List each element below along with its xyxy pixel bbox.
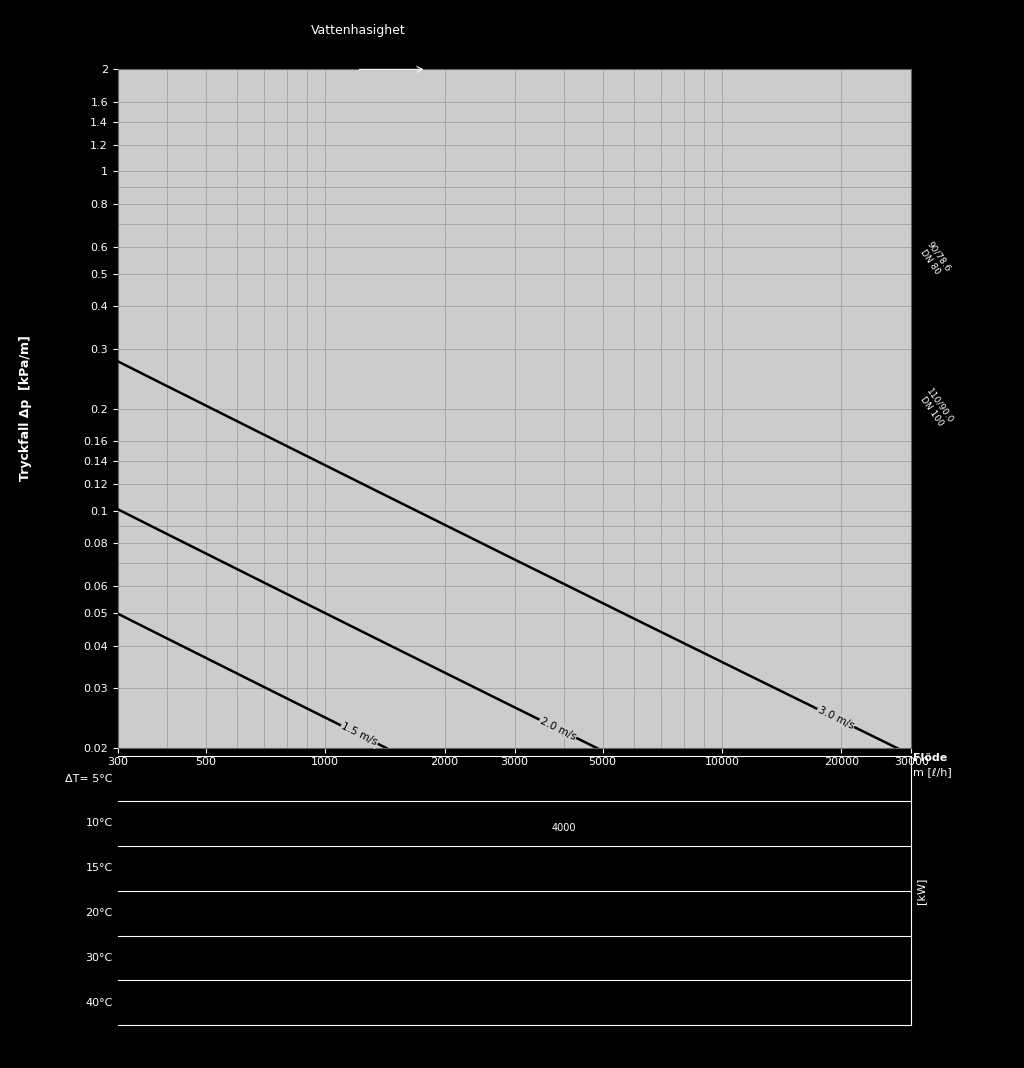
Text: 15°C: 15°C <box>85 863 113 874</box>
Text: m [ℓ/h]: m [ℓ/h] <box>913 767 952 776</box>
Text: 10°C: 10°C <box>85 818 113 829</box>
Text: Tryckfall Δp  [kPa/m]: Tryckfall Δp [kPa/m] <box>19 335 32 482</box>
Text: 4000: 4000 <box>552 822 577 833</box>
Text: [kW]: [kW] <box>916 878 927 904</box>
Text: Flöde: Flöde <box>913 753 947 763</box>
Text: 1.5 m/s: 1.5 m/s <box>340 721 379 748</box>
Text: 110/90.0
DN 100: 110/90.0 DN 100 <box>916 387 955 430</box>
Text: Vattenhasighet: Vattenhasighet <box>311 25 406 37</box>
Text: 90/78.6
DN 80: 90/78.6 DN 80 <box>916 239 952 279</box>
Text: 20°C: 20°C <box>85 908 113 918</box>
Text: 30°C: 30°C <box>85 953 113 963</box>
Text: 2.0 m/s: 2.0 m/s <box>539 716 578 742</box>
Text: 3.0 m/s: 3.0 m/s <box>816 705 855 731</box>
Text: 40°C: 40°C <box>85 998 113 1008</box>
Text: ΔT= 5°C: ΔT= 5°C <box>66 773 113 784</box>
